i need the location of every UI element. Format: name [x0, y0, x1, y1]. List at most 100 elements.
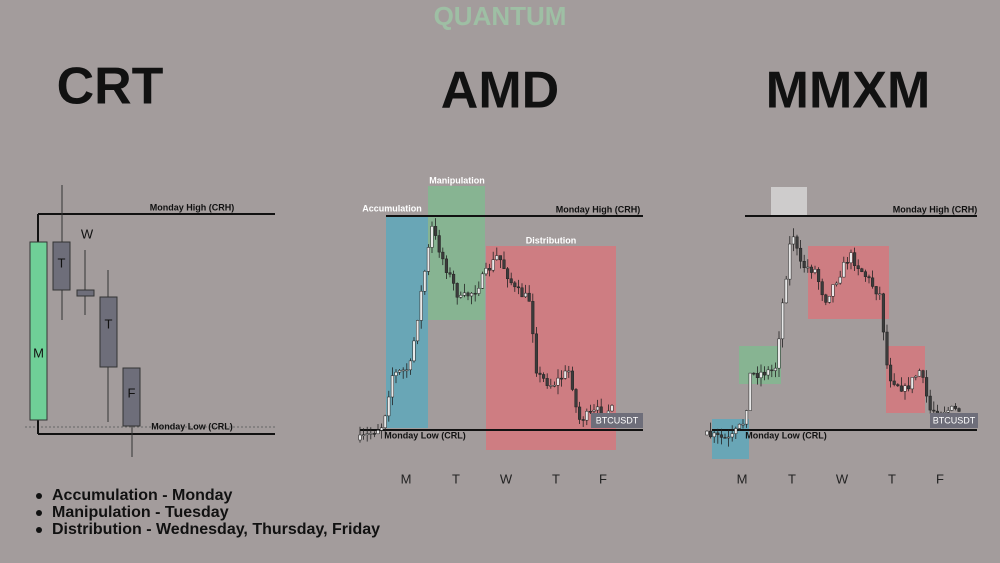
level-label: Monday High (CRH): [556, 204, 641, 214]
ticker-box: [591, 413, 643, 428]
candle: [705, 430, 709, 436]
candle: [538, 372, 542, 375]
candle: [430, 226, 434, 248]
candle: [878, 293, 882, 296]
candle: [502, 259, 506, 269]
candle: [892, 380, 896, 385]
candle: [556, 377, 560, 386]
candle: [491, 259, 495, 271]
candle: [856, 265, 860, 269]
panel-title: MMXM: [766, 62, 931, 120]
day-label: T: [552, 471, 560, 486]
candle: [788, 243, 792, 280]
candle: [741, 423, 745, 426]
candle: [459, 294, 463, 298]
candle: [849, 252, 853, 264]
candle: [563, 370, 567, 379]
candle: [372, 433, 376, 435]
candle: [950, 405, 954, 411]
candle: [588, 411, 592, 413]
candle: [552, 385, 556, 387]
candle: [838, 276, 842, 284]
candle: [549, 385, 553, 387]
candle: [755, 373, 759, 379]
candle: [398, 370, 402, 373]
level-label: Monday Low (CRL): [384, 430, 466, 440]
candle: [376, 430, 380, 435]
candle: [737, 423, 741, 429]
candle: [520, 287, 524, 298]
candle: [863, 271, 867, 277]
bullet-dot: [36, 493, 42, 499]
candle: [842, 262, 846, 278]
zone: [771, 187, 807, 216]
candle: [831, 284, 835, 297]
bullet: Manipulation - Tuesday: [52, 504, 229, 521]
candle-label: M: [33, 345, 44, 360]
candle: [412, 340, 416, 362]
candle: [759, 371, 763, 379]
ticker: BTCUSDT: [596, 415, 639, 425]
candle: [408, 360, 412, 371]
candle: [509, 278, 513, 284]
candle: [712, 432, 716, 438]
candle: [423, 271, 427, 292]
candle: [477, 288, 481, 294]
candle: [394, 371, 398, 376]
candle: [723, 437, 727, 439]
candle: [99, 296, 118, 368]
candle: [719, 434, 723, 438]
candle: [799, 247, 803, 262]
candle: [770, 369, 774, 372]
candle: [853, 252, 857, 266]
ticker-box: [930, 413, 978, 428]
candle: [516, 286, 520, 289]
candle: [592, 409, 596, 412]
zone-label: Distribution: [526, 235, 577, 245]
candle: [871, 277, 875, 287]
candle: [76, 289, 95, 297]
candle: [362, 434, 366, 437]
candle: [581, 419, 585, 421]
candle: [390, 375, 394, 398]
candle: [917, 370, 921, 377]
zone: [428, 186, 485, 320]
candle: [946, 410, 950, 413]
day-label: W: [500, 471, 513, 486]
candle: [369, 433, 373, 435]
candle: [874, 286, 878, 295]
candle: [473, 292, 477, 295]
candle: [383, 415, 387, 429]
candle: [484, 268, 488, 275]
candle: [885, 331, 889, 366]
day-label: M: [401, 471, 412, 486]
candle: [867, 276, 871, 279]
day-label: T: [452, 471, 460, 486]
day-label: T: [788, 471, 796, 486]
candle: [513, 282, 517, 288]
candle-label: T: [105, 316, 113, 331]
level-label: Monday High (CRH): [893, 204, 978, 214]
candle: [777, 338, 781, 369]
candle-label: T: [58, 255, 66, 270]
amd-panel: Accumulation Manipulation Distribution M…: [358, 175, 643, 450]
candle: [716, 432, 720, 436]
candle: [506, 268, 510, 280]
candle: [498, 255, 502, 261]
candle: [928, 395, 932, 411]
day-label: T: [888, 471, 896, 486]
candle: [470, 292, 474, 297]
panel-title: AMD: [441, 62, 559, 120]
candle: [957, 408, 961, 412]
candle-label: F: [128, 385, 136, 400]
ticker: BTCUSDT: [933, 415, 976, 425]
candle: [567, 370, 571, 373]
candle: [29, 241, 48, 421]
bullet-dot: [36, 510, 42, 516]
candle: [748, 372, 752, 411]
candle: [932, 409, 936, 412]
bullet: Distribution - Wednesday, Thursday, Frid…: [52, 521, 380, 538]
candle: [358, 434, 362, 441]
candle: [806, 266, 810, 269]
zone: [739, 346, 781, 384]
